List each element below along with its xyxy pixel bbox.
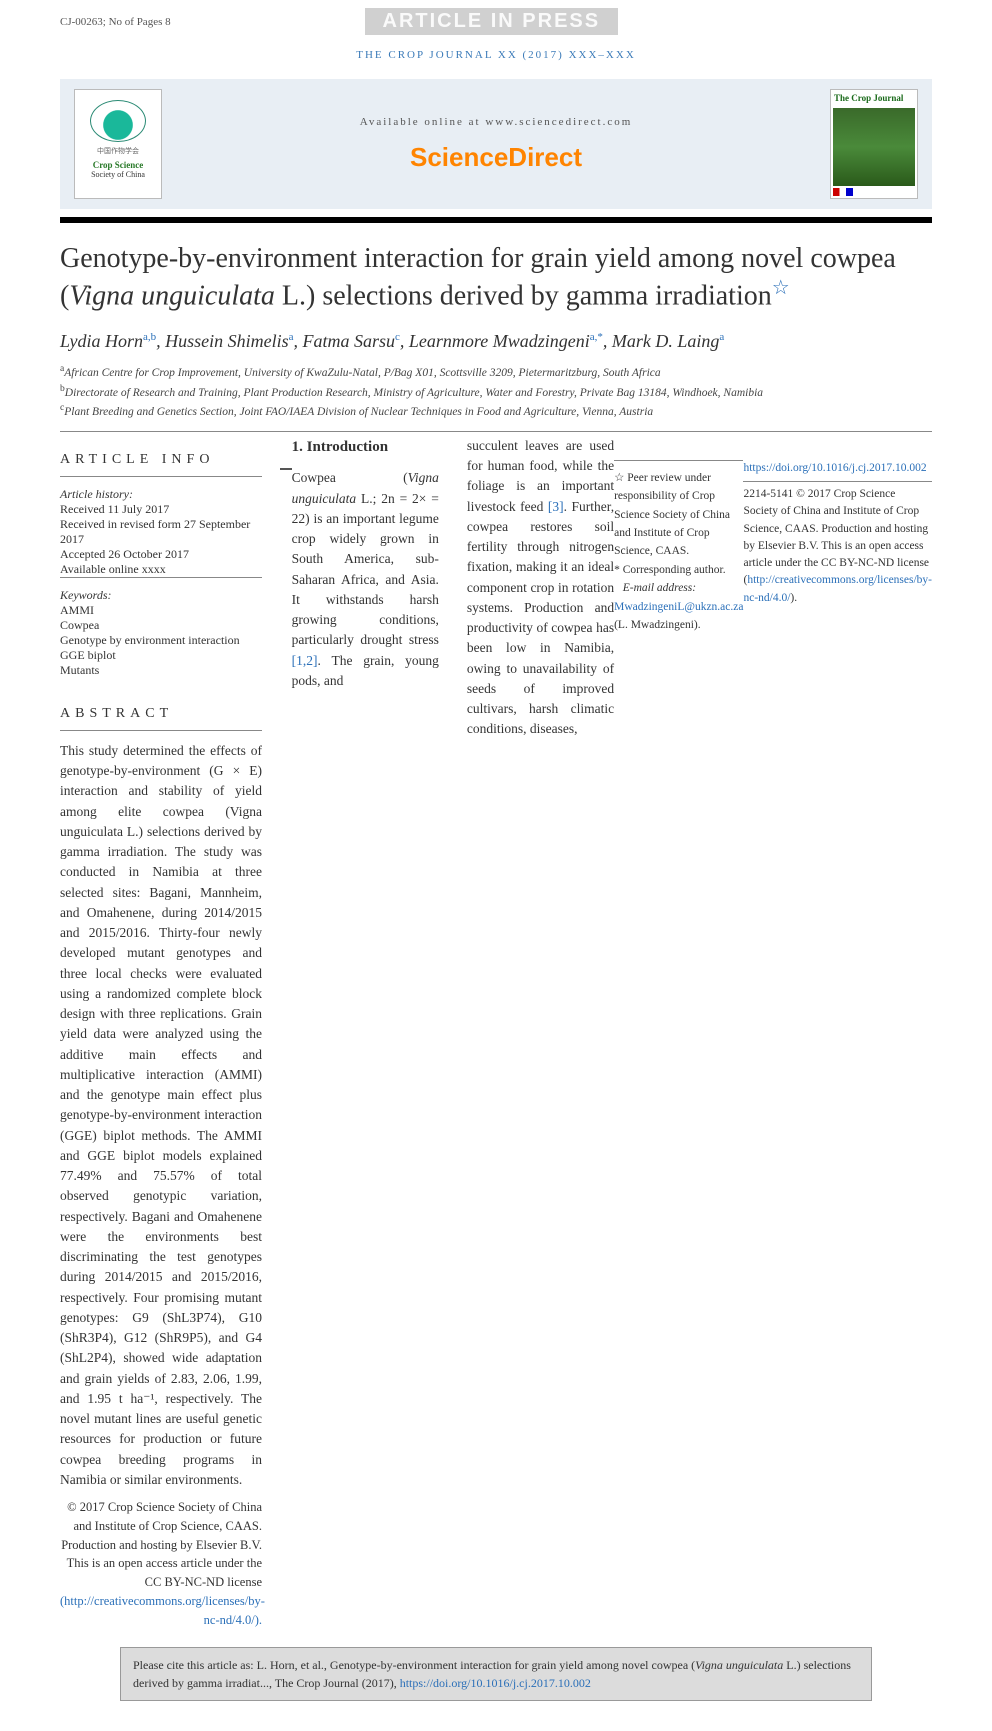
- abstract-column: ABSTRACT This study determined the effec…: [60, 690, 262, 1630]
- doc-id: CJ-00263; No of Pages 8: [60, 16, 171, 28]
- cite-doi-link[interactable]: https://doi.org/10.1016/j.cj.2017.10.002: [400, 1676, 591, 1690]
- intro-paragraph: Cowpea (Vigna unguiculata L.; 2n = 2× = …: [292, 468, 439, 691]
- society-logo: 中国作物学会 Crop Science Society of China: [74, 89, 162, 199]
- history-item: Available online xxxx: [60, 562, 262, 577]
- article-info-column: ARTICLE INFO Article history: Received 1…: [60, 436, 280, 1630]
- author: Mark D. Lainga: [612, 331, 724, 351]
- page-header: CJ-00263; No of Pages 8 ARTICLE IN PRESS: [0, 0, 992, 39]
- journal-cover: The Crop Journal: [830, 89, 918, 199]
- ref-link[interactable]: [1,2]: [292, 653, 318, 668]
- corresponding-author: * Corresponding author.: [614, 561, 743, 579]
- history-label: Article history:: [60, 487, 262, 502]
- title-footnote-star: ☆: [772, 277, 790, 299]
- keyword: Genotype by environment interaction: [60, 633, 262, 648]
- logo-crop-science: Crop Science: [93, 160, 144, 170]
- author: Learnmore Mwadzingenia,*: [409, 331, 603, 351]
- ref-link[interactable]: [3]: [548, 499, 564, 514]
- author: Fatma Sarsuc: [303, 331, 400, 351]
- affiliations: aAfrican Centre for Crop Improvement, Un…: [60, 362, 932, 421]
- email-link[interactable]: MwadzingeniL@ukzn.ac.za: [614, 601, 743, 613]
- citation-box: Please cite this article as: L. Horn, et…: [120, 1647, 872, 1701]
- section-divider: [280, 468, 292, 470]
- title-block: Genotype-by-environment interaction for …: [60, 223, 932, 432]
- peer-review-note: ☆ Peer review under responsibility of Cr…: [614, 469, 743, 561]
- footnotes: ☆ Peer review under responsibility of Cr…: [614, 460, 743, 1630]
- journal-reference: THE CROP JOURNAL XX (2017) XXX–XXX: [0, 39, 992, 79]
- author: Lydia Horna,b: [60, 331, 156, 351]
- license-link[interactable]: (http://creativecommons.org/licenses/by-…: [60, 1594, 265, 1627]
- abstract-text: This study determined the effects of gen…: [60, 741, 262, 1490]
- doi-block: https://doi.org/10.1016/j.cj.2017.10.002…: [743, 460, 932, 1630]
- header-banner: 中国作物学会 Crop Science Society of China Ava…: [60, 79, 932, 209]
- copyright-text: © 2017 Crop Science Society of China and…: [60, 1498, 262, 1629]
- article-info-heading: ARTICLE INFO: [60, 436, 262, 476]
- keyword: GGE biplot: [60, 648, 262, 663]
- history-item: Received 11 July 2017: [60, 502, 262, 517]
- author: Hussein Shimelisa: [165, 331, 293, 351]
- cover-flag-icon: [833, 188, 853, 196]
- cover-title: The Crop Journal: [831, 90, 917, 106]
- cover-image: [833, 108, 915, 186]
- history-item: Accepted 26 October 2017: [60, 547, 262, 562]
- keywords-label: Keywords:: [60, 588, 262, 603]
- authors-list: Lydia Horna,b, Hussein Shimelisa, Fatma …: [60, 331, 932, 352]
- abstract-heading: ABSTRACT: [60, 690, 262, 730]
- article-title: Genotype-by-environment interaction for …: [60, 241, 932, 313]
- logo-icon: [90, 100, 146, 142]
- email-line: E-mail address: MwadzingeniL@ukzn.ac.za …: [614, 579, 743, 634]
- article-in-press-banner: ARTICLE IN PRESS: [365, 8, 619, 35]
- license-link[interactable]: http://creativecommons.org/licenses/by-n…: [743, 574, 932, 603]
- logo-society: Society of China: [91, 170, 145, 179]
- intro-heading: 1. Introduction: [292, 436, 439, 459]
- available-online: Available online at www.sciencedirect.co…: [162, 116, 830, 128]
- introduction-section: 1. Introduction Cowpea (Vigna unguiculat…: [292, 436, 614, 1630]
- intro-paragraph: succulent leaves are used for human food…: [467, 436, 614, 740]
- keyword: AMMI: [60, 603, 262, 618]
- keyword: Cowpea: [60, 618, 262, 633]
- sciencedirect-brand[interactable]: ScienceDirect: [162, 142, 830, 173]
- doi-link[interactable]: https://doi.org/10.1016/j.cj.2017.10.002: [743, 462, 926, 474]
- keyword: Mutants: [60, 663, 262, 678]
- history-item: Received in revised form 27 September 20…: [60, 517, 262, 547]
